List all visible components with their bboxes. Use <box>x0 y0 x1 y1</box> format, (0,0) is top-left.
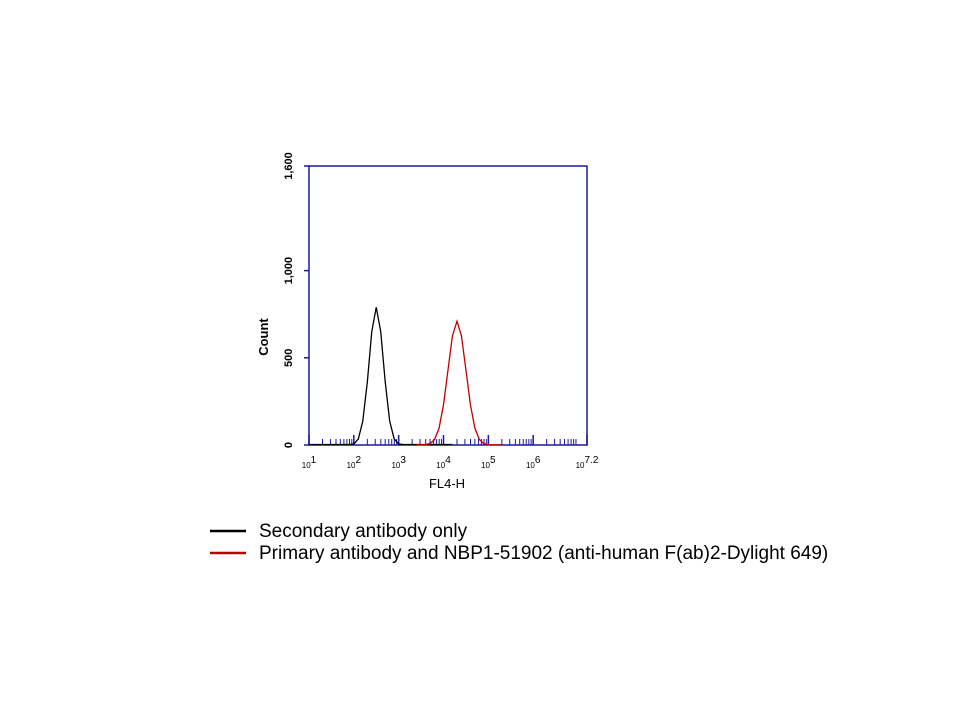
x-tick-label: 101 <box>302 455 317 470</box>
y-axis-label: Count <box>256 318 271 356</box>
plot-frame <box>308 165 588 446</box>
x-tick-exponent: 4 <box>445 455 451 466</box>
x-tick-label: 106 <box>526 455 541 470</box>
x-tick-base: 10 <box>302 461 311 470</box>
x-tick-label: 103 <box>391 455 406 470</box>
x-tick-label: 104 <box>436 455 451 470</box>
legend-label: Secondary antibody only <box>259 521 468 542</box>
x-tick-base: 10 <box>436 461 445 470</box>
x-tick-label: 107.2 <box>576 455 599 470</box>
x-axis-label: FL4-H <box>429 476 465 491</box>
legend-label: Primary antibody and NBP1-51902 (anti-hu… <box>259 543 828 564</box>
x-tick-label: 102 <box>347 455 362 470</box>
x-tick-exponent: 1 <box>311 455 317 466</box>
y-tick-label: 500 <box>283 349 295 367</box>
x-tick-base: 10 <box>347 461 356 470</box>
x-tick-base: 10 <box>526 461 535 470</box>
y-tick-label: 1,600 <box>283 152 295 180</box>
x-tick-exponent: 2 <box>356 455 362 466</box>
x-tick-base: 10 <box>391 461 400 470</box>
y-tick-label: 0 <box>283 442 295 448</box>
x-tick-base: 10 <box>576 461 585 470</box>
x-tick-exponent: 6 <box>535 455 541 466</box>
x-tick-exponent: 5 <box>490 455 496 466</box>
x-tick-base: 10 <box>481 461 490 470</box>
x-tick-exponent: 3 <box>400 455 406 466</box>
x-tick-exponent: 7.2 <box>585 455 599 466</box>
x-tick-label: 105 <box>481 455 496 470</box>
histogram-line <box>309 307 453 446</box>
histogram-line <box>416 318 502 446</box>
y-tick-label: 1,000 <box>283 257 295 285</box>
